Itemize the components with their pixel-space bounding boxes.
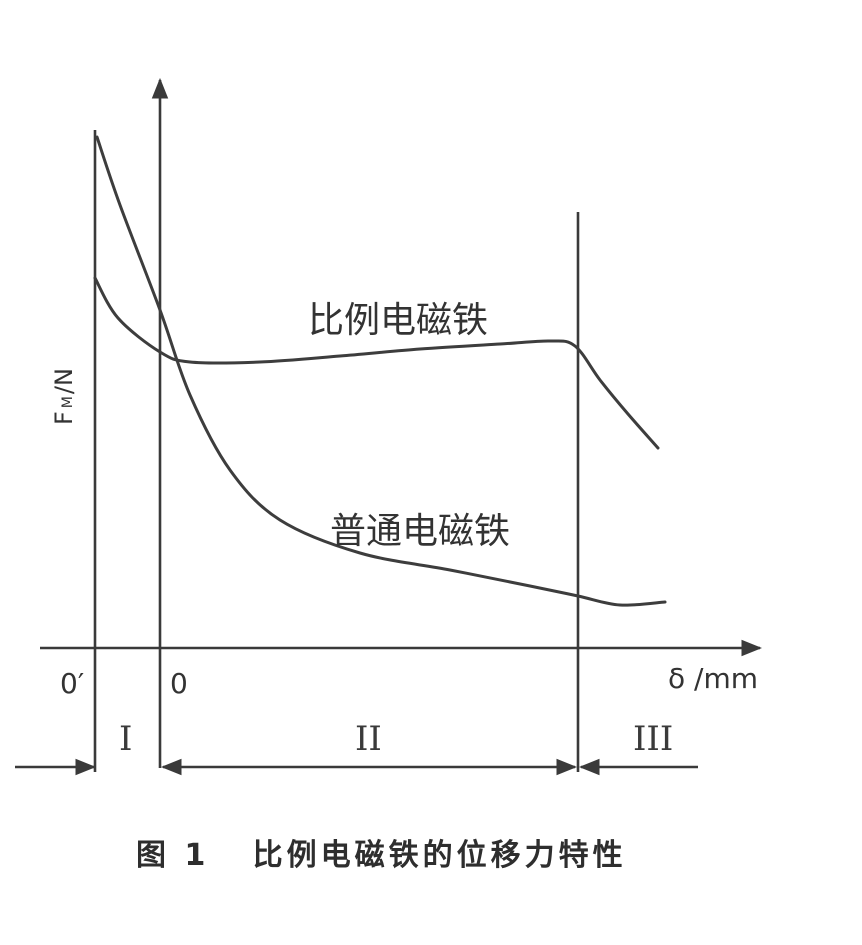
y-axis-label-unit: /N: [50, 368, 78, 394]
series-label-ordinary: 普通电磁铁: [330, 511, 510, 552]
origin-prime-label: 0′: [60, 667, 84, 700]
series-label-proportional: 比例电磁铁: [308, 300, 488, 341]
y-axis-label-main: F: [50, 411, 78, 425]
region-label-II: II: [355, 719, 382, 759]
figure-caption: 图 1 比例电磁铁的位移力特性: [136, 838, 627, 873]
origin-label: 0: [170, 667, 188, 700]
y-axis-label-sub: M: [60, 396, 76, 408]
x-axis-label: δ /mm: [668, 662, 758, 695]
region-label-I: I: [119, 719, 132, 759]
region-label-III: III: [633, 719, 673, 759]
series-line-proportional: [93, 276, 660, 450]
y-axis-label: FM/N: [50, 368, 78, 425]
series-line-ordinary: [95, 135, 667, 607]
